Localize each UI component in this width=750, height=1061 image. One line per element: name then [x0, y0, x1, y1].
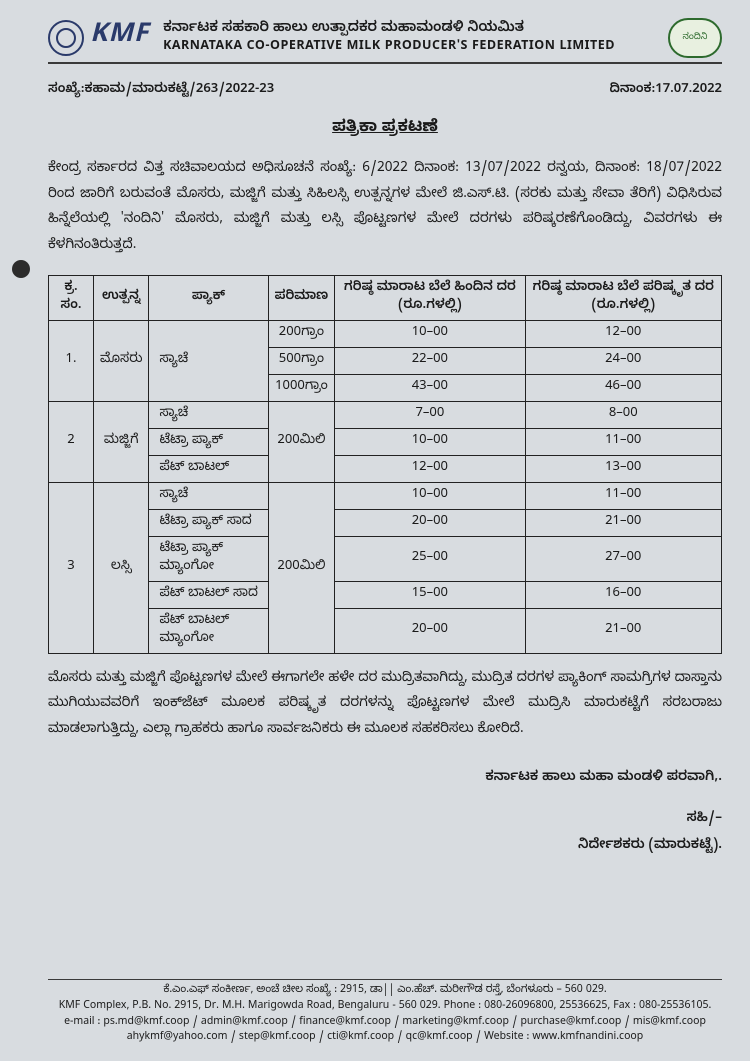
cell-old: 43–00 — [335, 374, 525, 401]
org-title-kn: ಕರ್ನಾಟಕ ಸಹಕಾರಿ ಹಾಲು ಉತ್ಪಾದಕರ ಮಹಾಮಂಡಳಿ ನಿ… — [163, 20, 658, 39]
cell-old: 10–00 — [335, 482, 525, 509]
cell-product: ಲಸ್ಸಿ — [94, 482, 149, 653]
note-paragraph: ಮೊಸರು ಮತ್ತು ಮಜ್ಜಿಗೆ ಪೊಟ್ಟಣಗಳ ಮೇಲೆ ಈಗಾಗಲೇ… — [48, 668, 722, 745]
org-titles: ಕರ್ನಾಟಕ ಸಹಕಾರಿ ಹಾಲು ಉತ್ಪಾದಕರ ಮಹಾಮಂಡಳಿ ನಿ… — [159, 20, 658, 56]
footer-line: ahykmf@yahoo.com / step@kmf.coop / cti@k… — [48, 1031, 722, 1047]
cell-pack: ಟೆಟ್ರಾ ಪ್ಯಾಕ್ ಸಾದ — [149, 509, 268, 536]
cell-new: 24–00 — [525, 347, 721, 374]
cell-old: 22–00 — [335, 347, 525, 374]
th-sl: ಕ್ರ. ಸಂ. — [49, 275, 94, 320]
nandini-logo-label: ನಂದಿನಿ — [683, 32, 708, 44]
footer-line: ಕೆ.ಎಂ.ಎಫ್ ಸಂಕೀರ್ಣ, ಅಂಚೆ ಚೀಲ ಸಂಖ್ಯೆ : 291… — [48, 984, 722, 1000]
cell-new: 12–00 — [525, 320, 721, 347]
sign-sd: ಸಹಿ/– — [48, 807, 722, 834]
th-new-price: ಗರಿಷ್ಠ ಮಾರಾಟ ಬೆಲೆ ಪರಿಷ್ಕೃತ ದರ (ರೂ.ಗಳಲ್ಲಿ… — [525, 275, 721, 320]
cell-new: 13–00 — [525, 455, 721, 482]
cell-qty: 1000ಗ್ರಾಂ — [268, 374, 335, 401]
cell-pack: ಪೆಟ್ ಬಾಟಲ್ — [149, 455, 268, 482]
sign-org: ಕರ್ನಾಟಕ ಹಾಲು ಮಹಾ ಮಂಡಳಿ ಪರವಾಗಿ,. — [48, 766, 722, 793]
footer-line: e-mail : ps.md@kmf.coop / admin@kmf.coop… — [48, 1016, 722, 1032]
cell-old: 15–00 — [335, 581, 525, 608]
kmf-logo: KMF — [48, 20, 149, 56]
ref-date: ದಿನಾಂಕ:17.07.2022 — [609, 82, 722, 100]
cell-new: 21–00 — [525, 608, 721, 653]
cell-qty: 200ಮಿಲಿ — [268, 401, 335, 482]
cell-qty: 500ಗ್ರಾಂ — [268, 347, 335, 374]
letterhead: KMF ಕರ್ನಾಟಕ ಸಹಕಾರಿ ಹಾಲು ಉತ್ಪಾದಕರ ಮಹಾಮಂಡಳ… — [48, 18, 722, 64]
th-product: ಉತ್ಪನ್ನ — [94, 275, 149, 320]
th-qty: ಪರಿಮಾಣ — [268, 275, 335, 320]
body-paragraph: ಕೇಂದ್ರ ಸರ್ಕಾರದ ವಿತ್ತ ಸಚಿವಾಲಯದ ಅಧಿಸೂಚನೆ ಸ… — [48, 158, 722, 261]
cell-new: 27–00 — [525, 536, 721, 581]
table-row: ಪೆಟ್ ಬಾಟಲ್ ಸಾದ 15–00 16–00 — [49, 581, 722, 608]
cell-old: 20–00 — [335, 608, 525, 653]
cell-qty: 200ಗ್ರಾಂ — [268, 320, 335, 347]
cell-pack: ಸ್ಯಾಚೆ — [149, 482, 268, 509]
cell-old: 10–00 — [335, 428, 525, 455]
table-row: 1. ಮೊಸರು ಸ್ಯಾಚೆ 200ಗ್ರಾಂ 10–00 12–00 — [49, 320, 722, 347]
cell-new: 21–00 — [525, 509, 721, 536]
table-row: ಟೆಟ್ರಾ ಪ್ಯಾಕ್ ಮ್ಯಾಂಗೋ 25–00 27–00 — [49, 536, 722, 581]
cell-old: 10–00 — [335, 320, 525, 347]
footer-line: KMF Complex, P.B. No. 2915, Dr. M.H. Mar… — [48, 1000, 722, 1016]
cell-product: ಮಜ್ಜಿಗೆ — [94, 401, 149, 482]
cell-sl: 1. — [49, 320, 94, 401]
press-release-heading: ಪತ್ರಿಕಾ ಪ್ರಕಟಣೆ — [48, 118, 722, 140]
cell-sl: 3 — [49, 482, 94, 653]
cell-new: 11–00 — [525, 428, 721, 455]
table-header-row: ಕ್ರ. ಸಂ. ಉತ್ಪನ್ನ ಪ್ಯಾಕ್ ಪರಿಮಾಣ ಗರಿಷ್ಠ ಮಾ… — [49, 275, 722, 320]
table-row: 3 ಲಸ್ಸಿ ಸ್ಯಾಚೆ 200ಮಿಲಿ 10–00 11–00 — [49, 482, 722, 509]
reference-row: ಸಂಖ್ಯೆ:ಕಹಾಮ/ಮಾರುಕಟ್ಟೆ/263/2022-23 ದಿನಾಂಕ… — [48, 82, 722, 100]
cell-qty: 200ಮಿಲಿ — [268, 482, 335, 653]
cell-old: 7–00 — [335, 401, 525, 428]
cell-old: 20–00 — [335, 509, 525, 536]
table-row: 2 ಮಜ್ಜಿಗೆ ಸ್ಯಾಚೆ 200ಮಿಲಿ 7–00 8–00 — [49, 401, 722, 428]
punch-hole — [12, 260, 30, 278]
cell-pack: ಸ್ಯಾಚೆ — [149, 320, 268, 401]
price-table: ಕ್ರ. ಸಂ. ಉತ್ಪನ್ನ ಪ್ಯಾಕ್ ಪರಿಮಾಣ ಗರಿಷ್ಠ ಮಾ… — [48, 275, 722, 654]
ref-number: ಸಂಖ್ಯೆ:ಕಹಾಮ/ಮಾರುಕಟ್ಟೆ/263/2022-23 — [48, 82, 274, 100]
cell-new: 16–00 — [525, 581, 721, 608]
cell-new: 46–00 — [525, 374, 721, 401]
cell-pack: ಸ್ಯಾಚೆ — [149, 401, 268, 428]
cell-pack: ಪೆಟ್ ಬಾಟಲ್ ಮ್ಯಾಂಗೋ — [149, 608, 268, 653]
nandini-logo: ನಂದಿನಿ — [668, 18, 722, 58]
cell-sl: 2 — [49, 401, 94, 482]
footer: ಕೆ.ಎಂ.ಎಫ್ ಸಂಕೀರ್ಣ, ಅಂಚೆ ಚೀಲ ಸಂಖ್ಯೆ : 291… — [48, 979, 722, 1047]
signature-block: ಕರ್ನಾಟಕ ಹಾಲು ಮಹಾ ಮಂಡಳಿ ಪರವಾಗಿ,. ಸಹಿ/– ನಿ… — [48, 766, 722, 861]
org-title-en: KARNATAKA CO-OPERATIVE MILK PRODUCER'S F… — [163, 39, 658, 56]
table-row: ಪೆಟ್ ಬಾಟಲ್ 12–00 13–00 — [49, 455, 722, 482]
cell-new: 8–00 — [525, 401, 721, 428]
th-old-price: ಗರಿಷ್ಠ ಮಾರಾಟ ಬೆಲೆ ಹಿಂದಿನ ದರ (ರೂ.ಗಳಲ್ಲಿ) — [335, 275, 525, 320]
cell-old: 25–00 — [335, 536, 525, 581]
cell-pack: ಟೆಟ್ರಾ ಪ್ಯಾಕ್ ಮ್ಯಾಂಗೋ — [149, 536, 268, 581]
cell-new: 11–00 — [525, 482, 721, 509]
cell-pack: ಟೆಟ್ರಾ ಪ್ಯಾಕ್ — [149, 428, 268, 455]
kmf-logo-icon — [48, 20, 84, 56]
cell-product: ಮೊಸರು — [94, 320, 149, 401]
table-row: ಪೆಟ್ ಬಾಟಲ್ ಮ್ಯಾಂಗೋ 20–00 21–00 — [49, 608, 722, 653]
table-row: ಟೆಟ್ರಾ ಪ್ಯಾಕ್ 10–00 11–00 — [49, 428, 722, 455]
table-row: ಟೆಟ್ರಾ ಪ್ಯಾಕ್ ಸಾದ 20–00 21–00 — [49, 509, 722, 536]
sign-designation: ನಿರ್ದೇಶಕರು (ಮಾರುಕಟ್ಟೆ). — [48, 834, 722, 861]
kmf-logo-text: KMF — [90, 21, 149, 56]
cell-pack: ಪೆಟ್ ಬಾಟಲ್ ಸಾದ — [149, 581, 268, 608]
th-pack: ಪ್ಯಾಕ್ — [149, 275, 268, 320]
cell-old: 12–00 — [335, 455, 525, 482]
